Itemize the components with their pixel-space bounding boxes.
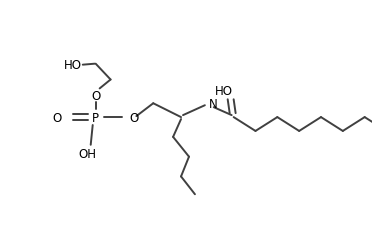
Text: HO: HO — [215, 85, 233, 98]
Text: N: N — [209, 97, 217, 110]
Text: O: O — [129, 111, 139, 124]
Text: O: O — [91, 89, 100, 102]
Text: HO: HO — [64, 59, 82, 72]
Text: O: O — [53, 111, 62, 124]
Text: P: P — [92, 111, 99, 124]
Text: OH: OH — [79, 148, 97, 161]
